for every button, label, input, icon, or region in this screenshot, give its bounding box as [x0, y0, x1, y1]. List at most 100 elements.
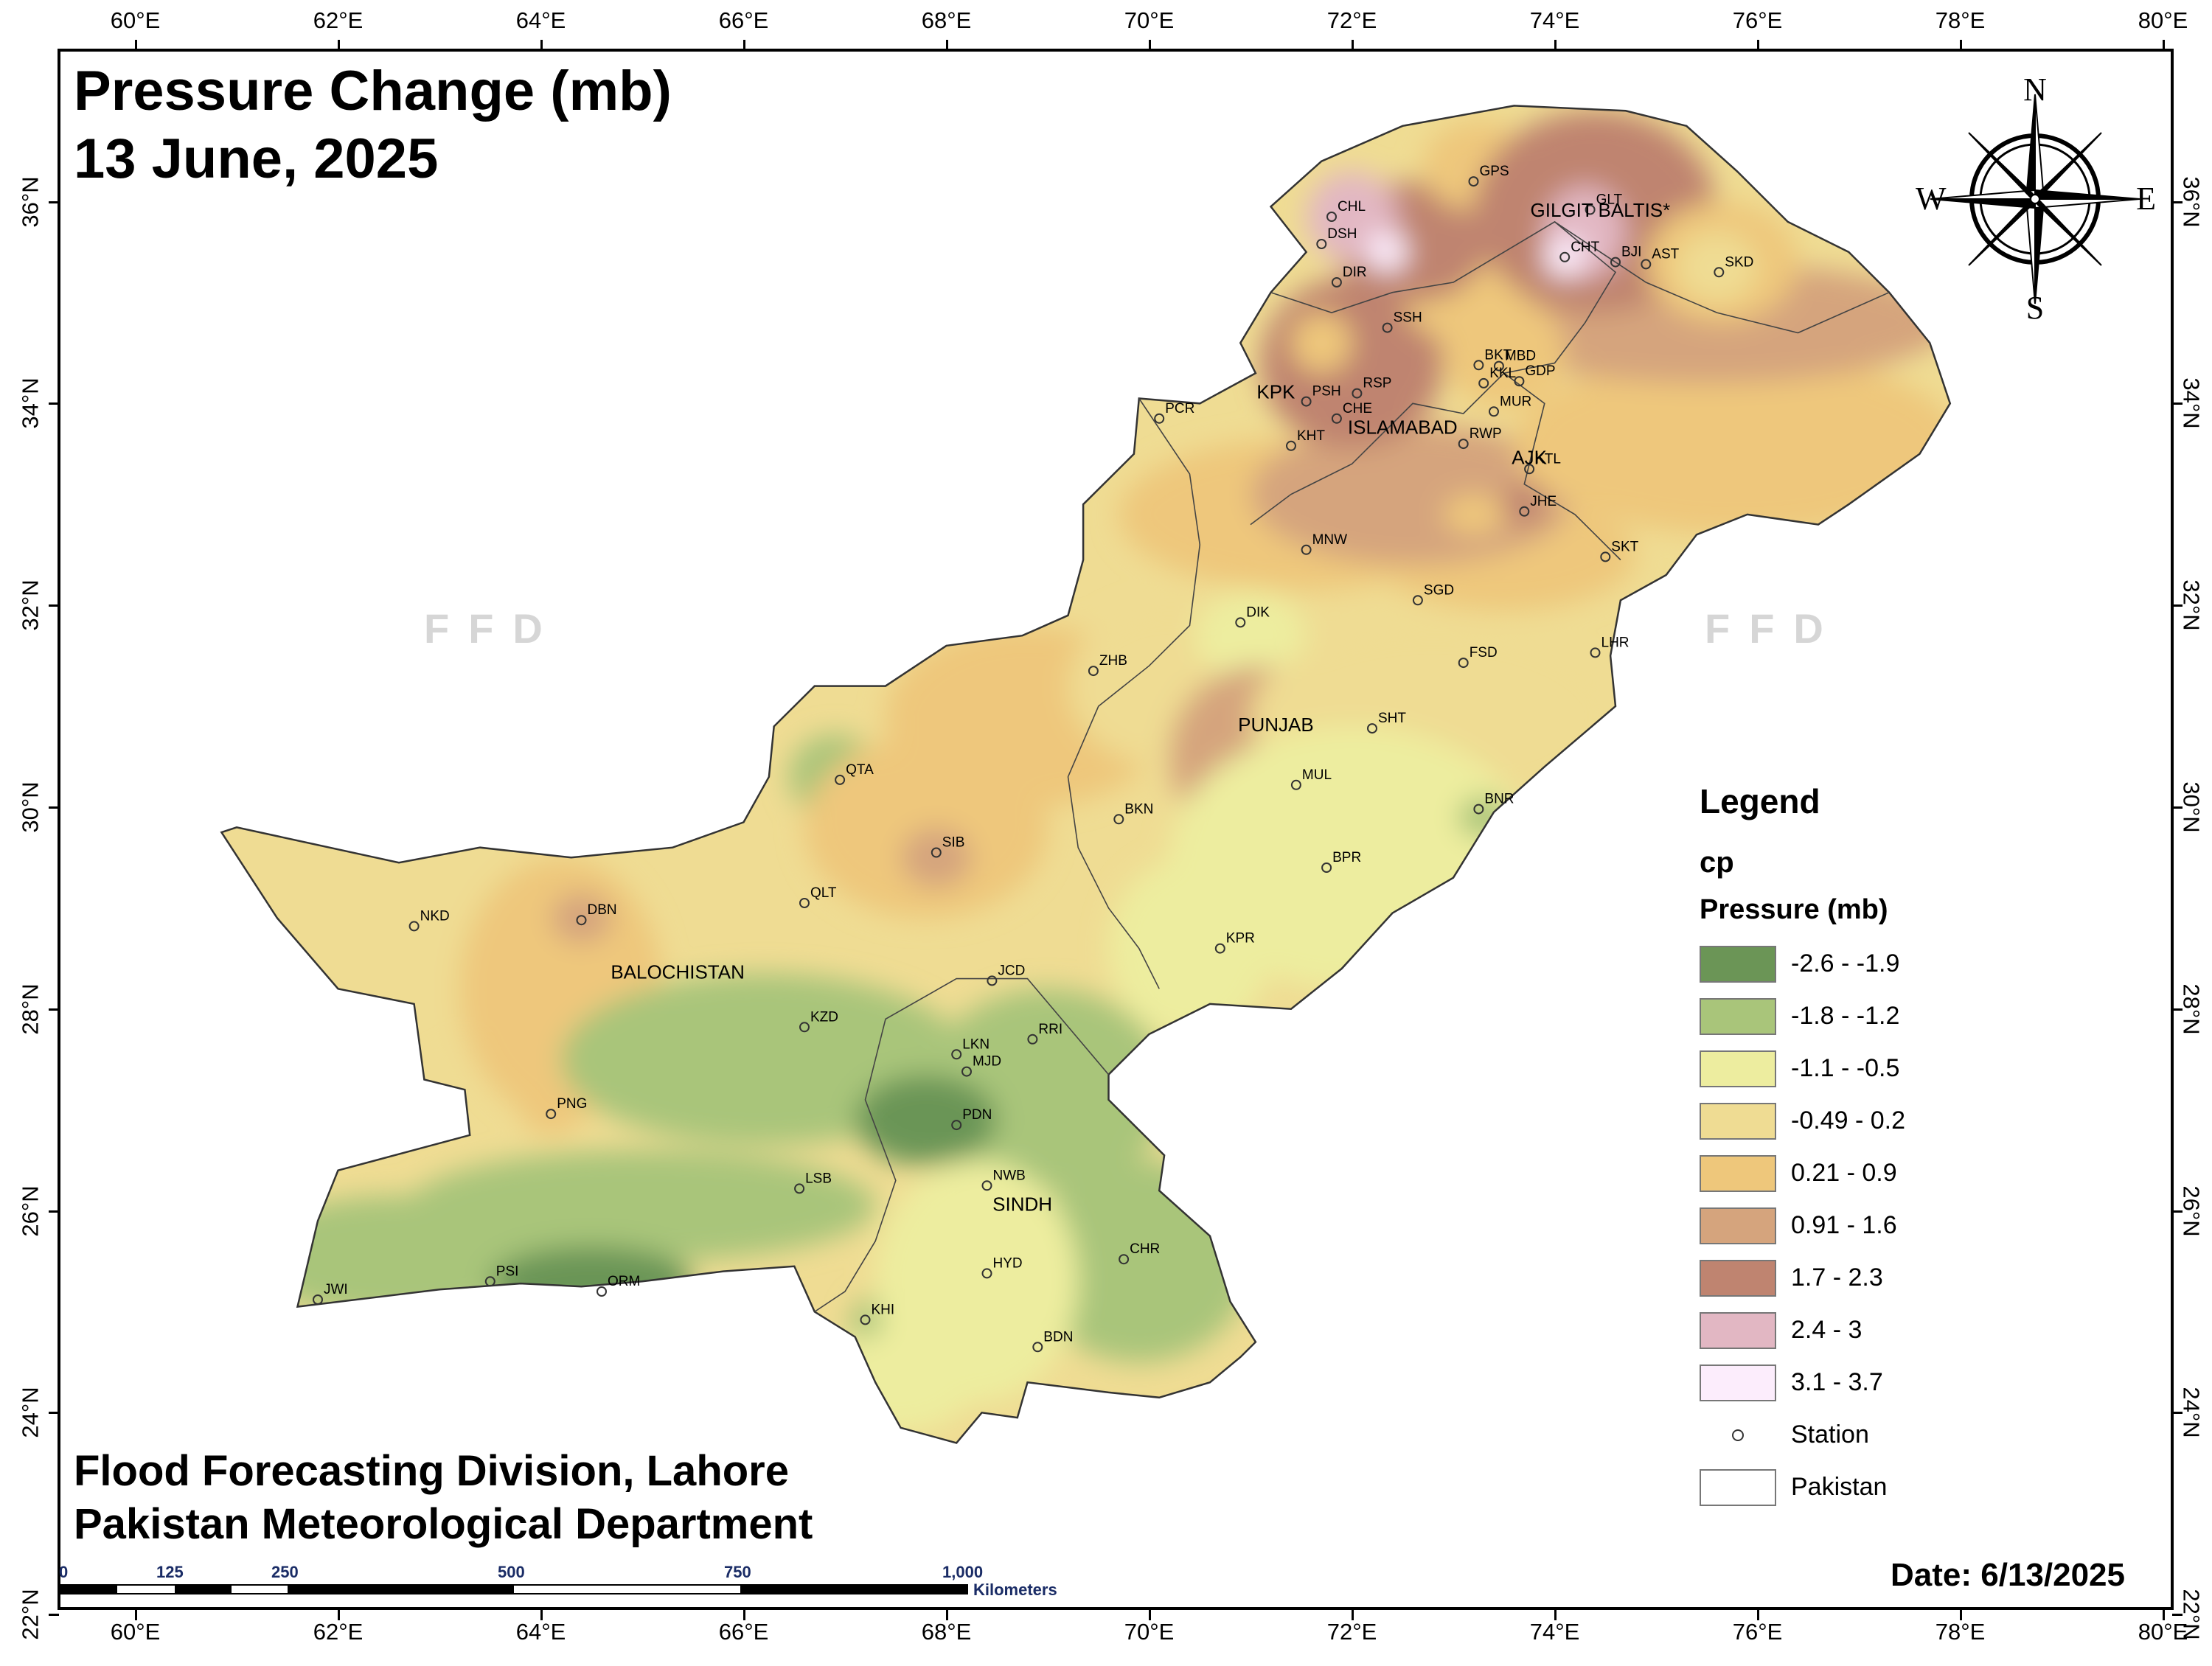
station-label: KZD [810, 1009, 838, 1025]
pressure-zone [247, 1196, 552, 1317]
station-label: QTA [846, 762, 874, 778]
station-label: RWP [1470, 426, 1502, 442]
boundary-swatch [1700, 1469, 1776, 1506]
station-label: NKD [420, 908, 450, 924]
station-label: CHE [1343, 401, 1372, 416]
legend-swatch [1700, 1050, 1776, 1087]
scale-125: 125 [156, 1563, 184, 1582]
station-label: CHR [1130, 1241, 1160, 1257]
compass-s: S [2026, 290, 2044, 324]
legend-station-label: Station [1791, 1421, 1869, 1449]
watermark-left: FFD [424, 604, 562, 652]
station-label: SIB [942, 835, 965, 851]
scale-500: 500 [498, 1563, 525, 1582]
station-label: SKD [1725, 254, 1753, 270]
station-label: JWI [324, 1282, 348, 1297]
station-label: GDP [1525, 363, 1555, 379]
legend-swatch [1700, 1155, 1776, 1192]
legend-class-row: -2.6 - -1.9 [1700, 938, 2142, 990]
station-label: CHL [1338, 199, 1366, 215]
province-label: AJK [1512, 446, 1547, 468]
station-label: AST [1652, 246, 1679, 262]
scale-bar: 0 125 250 500 750 1,000 Kilometers [59, 1563, 1165, 1622]
compass-e: E [2136, 181, 2156, 217]
legend-swatch [1700, 946, 1776, 983]
legend-classes: -2.6 - -1.9-1.8 - -1.2-1.1 - -0.5-0.49 -… [1700, 938, 2142, 1409]
title-line-1: Pressure Change (mb) [74, 57, 672, 125]
legend-class-label: -2.6 - -1.9 [1791, 949, 1899, 978]
station-label: QLT [810, 885, 837, 901]
station-label: PSI [496, 1264, 519, 1279]
station-label: SGD [1424, 582, 1454, 598]
station-label: SHT [1378, 711, 1406, 726]
compass-w: W [1916, 181, 1947, 217]
legend-class-label: 1.7 - 2.3 [1791, 1264, 1883, 1292]
legend-class-row: 3.1 - 3.7 [1700, 1356, 2142, 1409]
pressure-zone [551, 893, 612, 943]
station-label: MBD [1505, 349, 1536, 364]
legend-class-label: 3.1 - 3.7 [1791, 1368, 1883, 1397]
legend-class-row: 2.4 - 3 [1700, 1304, 2142, 1356]
province-label: BALOCHISTAN [611, 961, 745, 983]
station-label: SKT [1611, 539, 1638, 554]
pressure-surface [24, 105, 1960, 1443]
station-label: BJI [1621, 245, 1641, 260]
station-label: ZHB [1099, 653, 1127, 669]
legend-boundary-row: Pakistan [1700, 1461, 2142, 1513]
legend: Legend cp Pressure (mb) -2.6 - -1.9 -1.8 … [1700, 781, 2142, 1513]
station-label: PSH [1312, 384, 1341, 400]
station-label: MUL [1302, 767, 1332, 783]
station-label: NWB [993, 1168, 1026, 1183]
credits-line-2: Pakistan Meteorological Department [74, 1498, 813, 1551]
station-label: MUR [1500, 394, 1531, 409]
station-label: HYD [993, 1255, 1023, 1271]
compass-rose-icon: N S W E [1910, 74, 2160, 324]
legend-title: Legend [1700, 781, 2142, 821]
station-label: PCR [1165, 401, 1194, 416]
station-label: KHI [872, 1302, 895, 1317]
pressure-zone [490, 1246, 693, 1317]
scale-750: 750 [724, 1563, 751, 1582]
legend-class-row: 1.7 - 2.3 [1700, 1252, 2142, 1304]
station-label: PDN [962, 1107, 992, 1123]
legend-swatch [1700, 1103, 1776, 1140]
legend-class-row: -1.8 - -1.2 [1700, 990, 2142, 1042]
north-arrow-compass: N S W E [1910, 74, 2160, 324]
station-label: DSH [1327, 226, 1357, 242]
station-label: DIK [1246, 604, 1270, 620]
station-label: DIR [1343, 265, 1367, 280]
legend-class-label: -0.49 - 0.2 [1791, 1106, 1905, 1135]
legend-boundary-label: Pakistan [1791, 1473, 1887, 1502]
legend-field: Pressure (mb) [1700, 894, 2142, 926]
map-title: Pressure Change (mb) 13 June, 2025 [74, 57, 672, 193]
station-label: BNR [1484, 792, 1514, 807]
legend-class-row: 0.91 - 1.6 [1700, 1199, 2142, 1252]
date-label: Date: 6/13/2025 [1891, 1557, 2125, 1594]
legend-class-label: 0.91 - 1.6 [1791, 1211, 1897, 1240]
station-label: FSD [1470, 645, 1498, 661]
pressure-zone [1443, 495, 1504, 535]
station-label: RRI [1038, 1022, 1062, 1037]
station-label: BPR [1332, 850, 1361, 865]
credits: Flood Forecasting Division, Lahore Pakis… [74, 1445, 813, 1551]
station-label: JHE [1530, 494, 1557, 509]
station-label: LKN [962, 1036, 990, 1052]
legend-swatch [1700, 998, 1776, 1035]
station-label: KHT [1297, 428, 1325, 444]
legend-class-label: -1.8 - -1.2 [1791, 1002, 1899, 1031]
station-label: KPR [1226, 931, 1255, 947]
pressure-zone [1109, 857, 1271, 1039]
station-label: BKN [1124, 801, 1153, 817]
legend-class-row: -0.49 - 0.2 [1700, 1095, 2142, 1147]
province-label: SINDH [992, 1193, 1052, 1216]
scale-250: 250 [271, 1563, 299, 1582]
legend-class-label: 2.4 - 3 [1791, 1316, 1862, 1345]
legend-swatch [1700, 1312, 1776, 1349]
station-label: RSP [1363, 376, 1391, 391]
station-label: DBN [588, 902, 617, 918]
province-label: KPK [1256, 381, 1295, 403]
station-label: LSB [805, 1171, 832, 1186]
legend-swatch [1700, 1364, 1776, 1401]
scale-0: 0 [59, 1563, 68, 1582]
legend-layer: cp [1700, 846, 2142, 879]
